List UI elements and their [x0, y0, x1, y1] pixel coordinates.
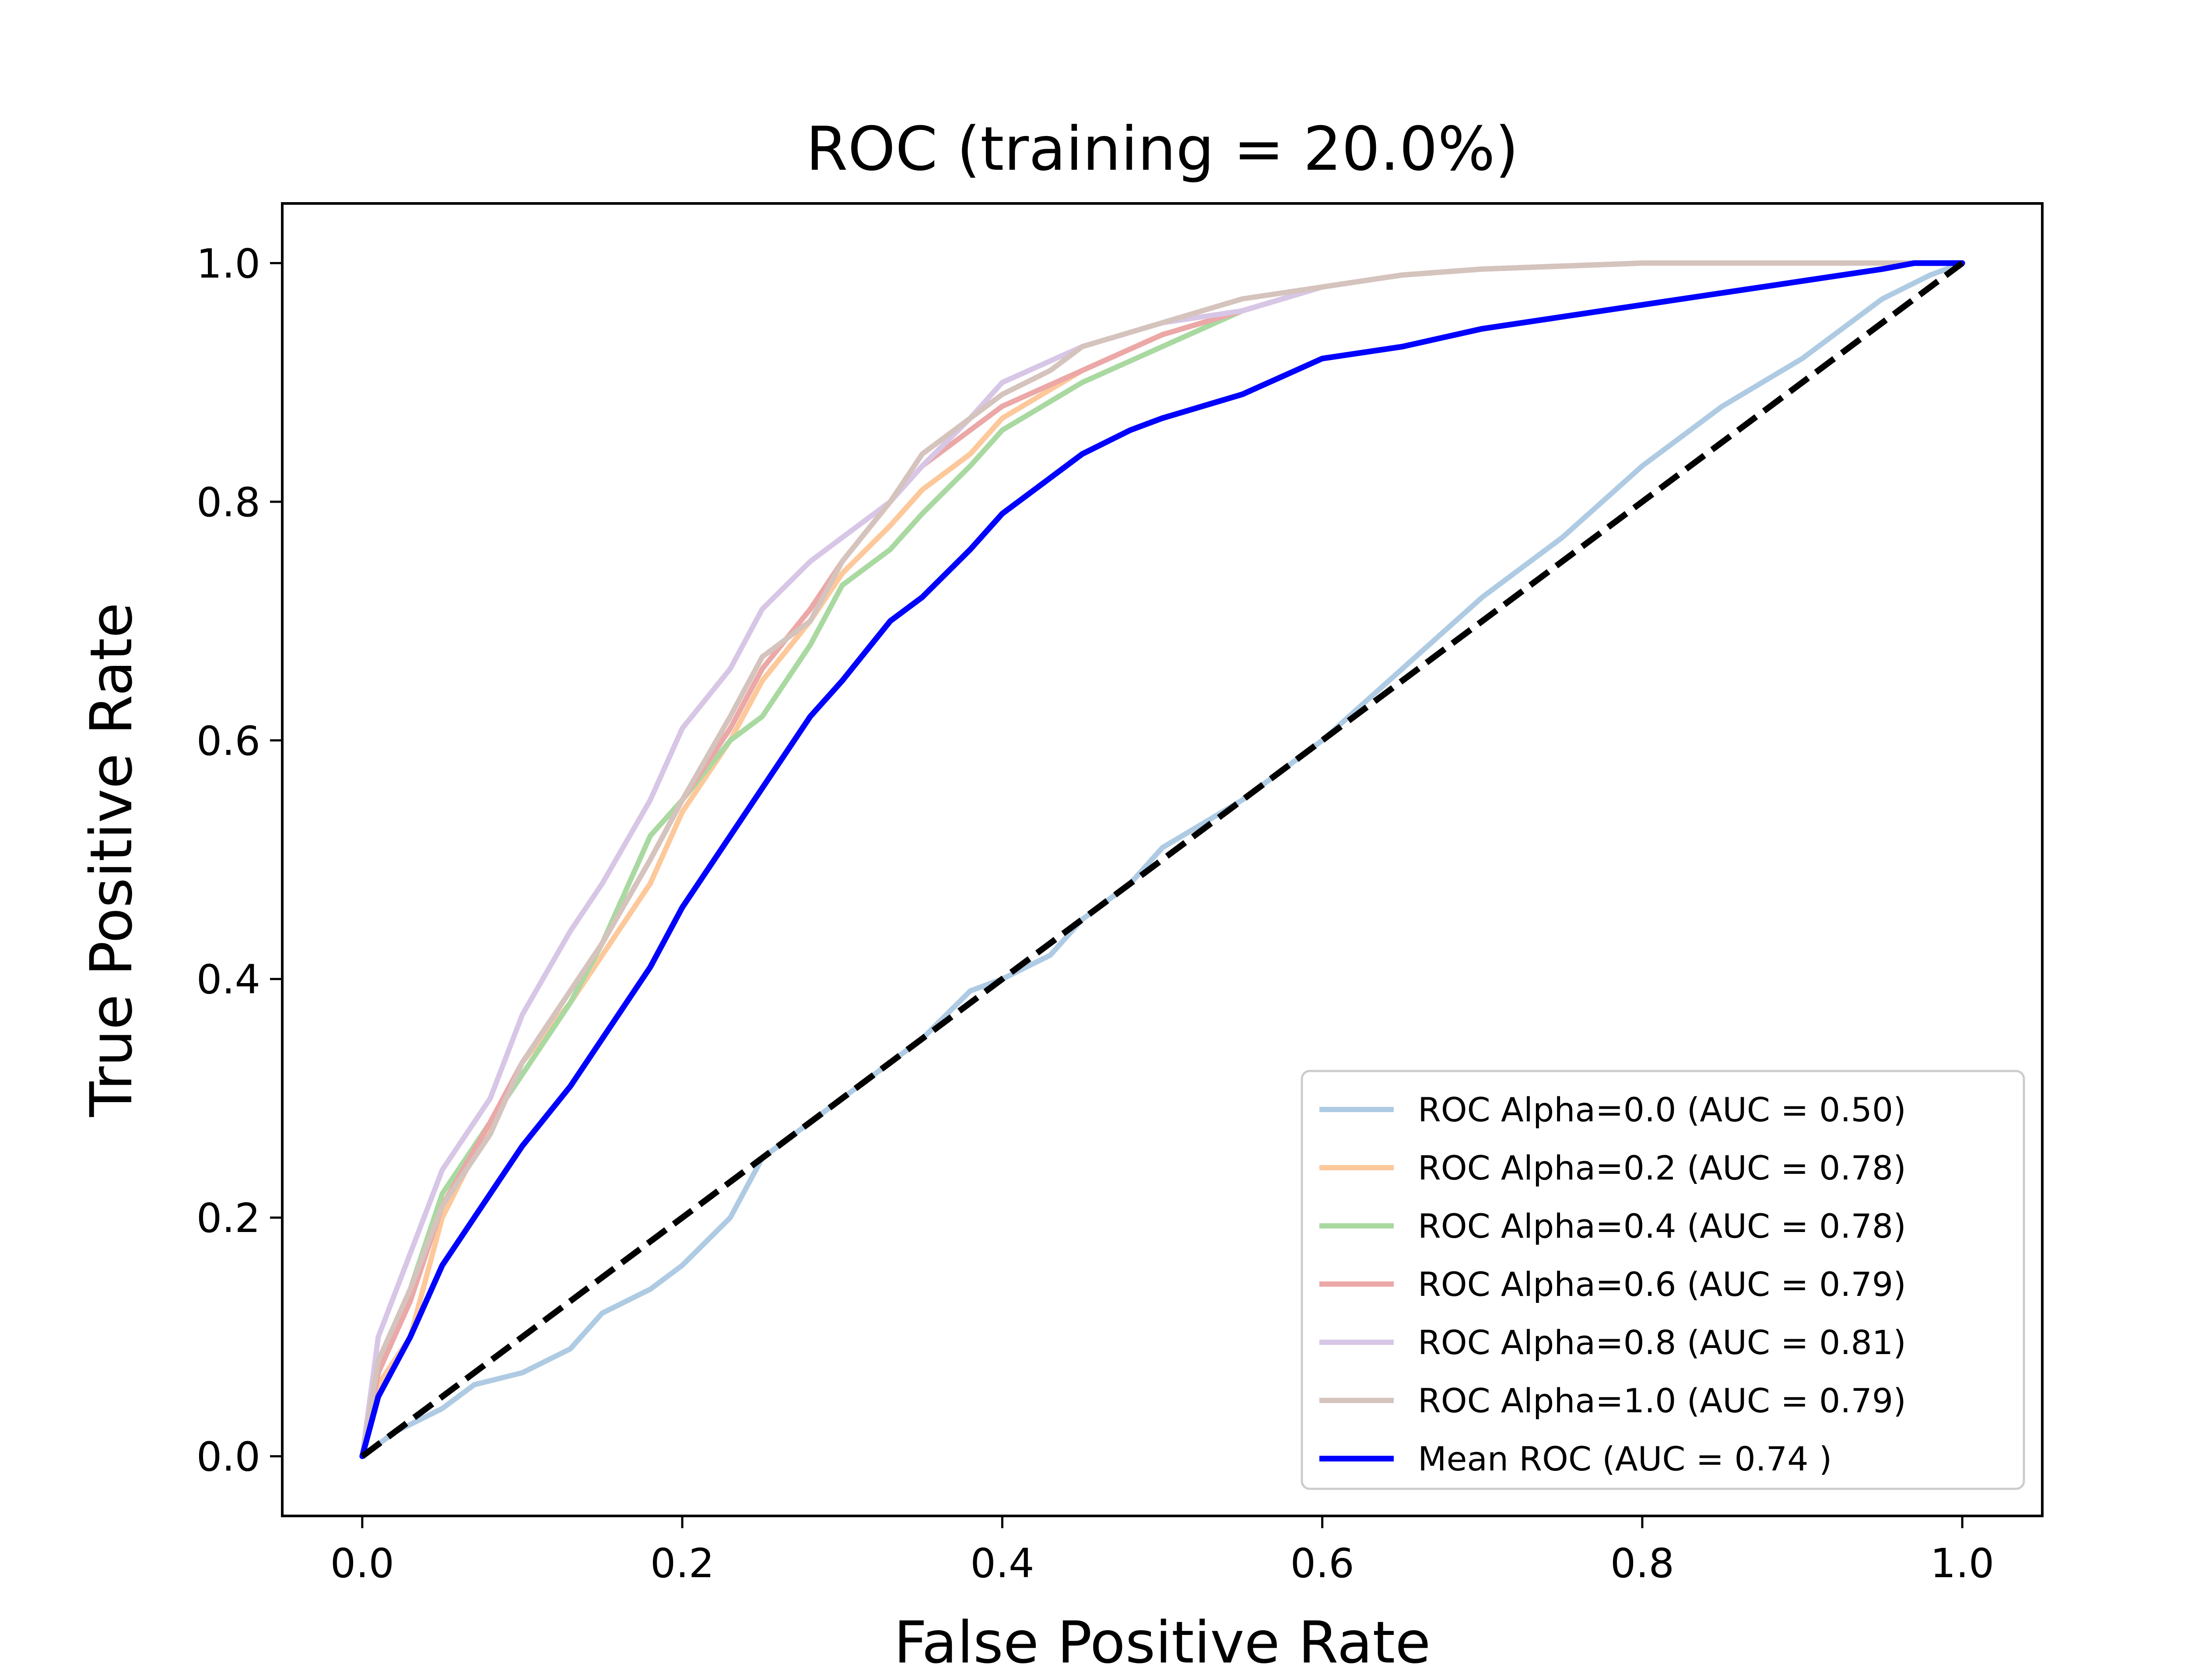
- x-tick-label: 0.4: [970, 1540, 1034, 1587]
- legend-label-3: ROC Alpha=0.6 (AUC = 0.79): [1418, 1265, 1906, 1304]
- chance-reference-line: [360, 260, 1964, 1459]
- y-axis-ticks: 0.0 0.2 0.4 0.6 0.8 1.0: [196, 240, 282, 1480]
- series-line-5: [359, 260, 1965, 1459]
- plot-frame: [281, 202, 2044, 1517]
- y-tick-label: 0.8: [196, 479, 260, 526]
- legend-label-4: ROC Alpha=0.8 (AUC = 0.81): [1418, 1323, 1906, 1362]
- y-axis-label: True Positive Rate: [78, 602, 145, 1117]
- y-tick-label: 0.2: [196, 1195, 260, 1242]
- y-tick-label: 1.0: [196, 240, 260, 287]
- x-tick-label: 0.2: [650, 1540, 714, 1587]
- chart-title: ROC (training = 20.0%): [806, 114, 1519, 184]
- legend-box: [1301, 1070, 2025, 1490]
- legend-label-6: Mean ROC (AUC = 0.74 ): [1418, 1439, 1832, 1478]
- y-tick-label: 0.6: [196, 718, 260, 764]
- legend-label-0: ROC Alpha=0.0 (AUC = 0.50): [1418, 1090, 1906, 1129]
- x-tick-label: 0.0: [330, 1540, 394, 1587]
- x-axis-ticks: 0.0 0.2 0.4 0.6 0.8 1.0: [330, 1516, 1994, 1587]
- y-tick-label: 0.0: [196, 1434, 260, 1480]
- x-axis-label: False Positive Rate: [894, 1609, 1431, 1676]
- legend-label-5: ROC Alpha=1.0 (AUC = 0.79): [1418, 1381, 1906, 1420]
- legend: ROC Alpha=0.0 (AUC = 0.50) ROC Alpha=0.2 …: [1301, 1070, 2025, 1490]
- y-tick-label: 0.4: [196, 956, 260, 1003]
- x-tick-label: 1.0: [1930, 1540, 1994, 1587]
- legend-label-1: ROC Alpha=0.2 (AUC = 0.78): [1418, 1148, 1906, 1187]
- x-tick-label: 0.6: [1290, 1540, 1354, 1587]
- series-line-6: [359, 260, 1965, 1460]
- legend-label-2: ROC Alpha=0.4 (AUC = 0.78): [1418, 1207, 1906, 1246]
- plot-area: [359, 260, 1965, 1460]
- x-tick-label: 0.8: [1610, 1540, 1674, 1587]
